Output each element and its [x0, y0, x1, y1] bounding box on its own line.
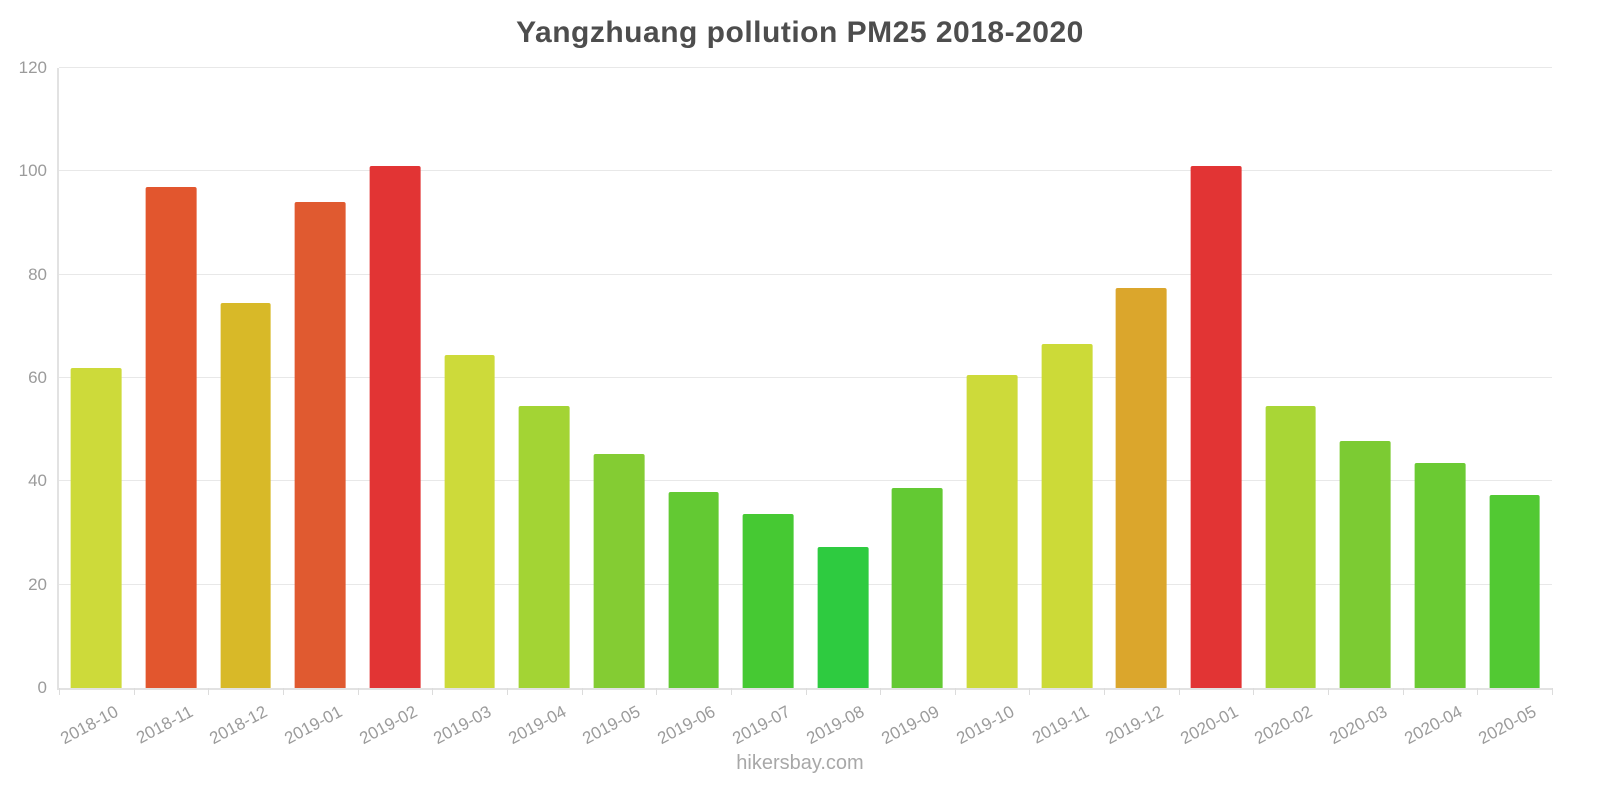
bar-2018-11 — [145, 186, 197, 688]
x-axis-tick-label-text: 2018-11 — [132, 702, 196, 748]
bar-2019-10 — [966, 374, 1018, 688]
source-watermark: hikersbay.com — [736, 752, 864, 774]
y-axis-tick-label: 40 — [28, 471, 47, 491]
y-axis-tick-label: 20 — [28, 574, 47, 594]
x-axis-tickmark — [133, 688, 135, 695]
plot-area: 0 20 40 60 80 100 120 2018-10 2018-11 2018-12 2019… — [19, 58, 1553, 748]
gridline — [59, 377, 1552, 378]
gridline — [59, 583, 1552, 585]
bar-2019-09 — [892, 488, 943, 688]
x-axis-tickmark — [432, 688, 434, 695]
x-axis-tickmark — [1178, 688, 1180, 695]
x-axis-tickmark — [1477, 688, 1479, 695]
x-axis-tick-label-text: 2019-11 — [1028, 702, 1092, 748]
x-axis-tick-label-text: 2019-04 — [505, 702, 570, 749]
bar-2019-03 — [444, 354, 495, 688]
x-axis-tick-label-text: 2019-08 — [803, 702, 868, 749]
bar-2019-08 — [817, 547, 869, 688]
bar-2019-06 — [668, 491, 719, 688]
bar-2019-01 — [294, 202, 346, 688]
x-axis-tickmark — [1328, 688, 1330, 695]
x-axis-tickmark — [1253, 688, 1255, 695]
x-axis-tick-label-text: 2019-10 — [953, 702, 1018, 749]
x-axis-tick-label-text: 2018-12 — [206, 702, 271, 749]
x-axis-tickmark — [357, 688, 359, 695]
x-axis-tick-label-text: 2020-01 — [1176, 702, 1241, 749]
x-axis-tick-label-text: 2020-02 — [1251, 702, 1316, 749]
x-axis-tickmark — [282, 688, 284, 695]
x-axis-tick-label-text: 2019-12 — [1102, 702, 1167, 749]
bar-2019-05 — [593, 453, 645, 688]
x-axis-tickmark — [581, 688, 583, 695]
x-axis-tickmark — [1104, 688, 1106, 695]
gridline — [59, 67, 1552, 68]
x-axis-tickmark — [954, 688, 956, 695]
bar-2018-12 — [220, 303, 271, 688]
x-axis-tickmark — [805, 688, 807, 695]
y-axis-tick-label: 80 — [28, 264, 47, 284]
bar-2019-11 — [1041, 343, 1093, 688]
x-axis-tick-label-text: 2018-10 — [57, 702, 122, 749]
x-axis-tickmark — [208, 688, 210, 695]
bar-2020-05 — [1489, 495, 1541, 688]
y-axis-tick-label: 0 — [37, 678, 47, 697]
x-axis-tick-label-text: 2019-07 — [729, 702, 794, 749]
x-axis-tickmark — [730, 688, 732, 695]
x-axis-tickmark — [656, 688, 658, 695]
x-axis-tickmark — [506, 688, 508, 695]
bar-2019-12 — [1116, 288, 1167, 688]
x-axis-tick-label-text: 2019-03 — [430, 702, 495, 749]
x-axis-tick-label-text: 2019-02 — [355, 702, 420, 749]
y-axis-tick-label: 100 — [18, 161, 47, 181]
x-axis-tickmark — [880, 688, 882, 695]
bar-2020-01 — [1190, 166, 1242, 688]
gridline — [59, 480, 1552, 482]
y-axis-tick-label: 120 — [18, 58, 47, 77]
bar-2019-07 — [742, 514, 794, 688]
x-axis-tickmark — [1552, 688, 1553, 695]
chart-title: Yangzhuang pollution PM25 2018-2020 — [516, 16, 1084, 49]
bar-2018-10 — [70, 367, 122, 688]
x-axis-tickmark — [1029, 688, 1031, 695]
x-axis-tick-label-text: 2020-03 — [1326, 702, 1391, 749]
x-axis-tick-label-text: 2020-04 — [1400, 702, 1465, 749]
bar-2020-02 — [1265, 406, 1317, 688]
x-axis-tickmark — [1402, 688, 1404, 695]
x-axis-tick-label-text: 2019-09 — [878, 702, 943, 749]
x-axis-tick-label-text: 2019-05 — [579, 702, 644, 749]
x-axis-tick-label-text: 2019-01 — [281, 702, 346, 749]
bar-2020-03 — [1340, 441, 1391, 688]
bar-2020-04 — [1414, 462, 1466, 688]
bar-2019-02 — [369, 166, 421, 688]
x-axis-tick-label-text: 2020-05 — [1475, 702, 1540, 749]
y-axis-tick-label: 60 — [28, 368, 47, 387]
bar-2019-04 — [518, 406, 570, 688]
x-axis-tick-label-text: 2019-06 — [654, 702, 719, 749]
gridline — [59, 273, 1552, 275]
gridline — [59, 170, 1552, 172]
x-axis-tickmark — [59, 688, 60, 695]
